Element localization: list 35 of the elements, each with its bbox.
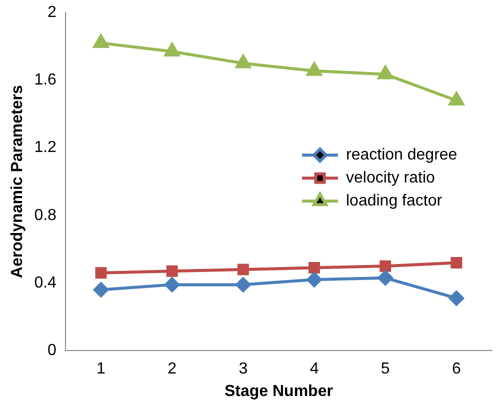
point [164,277,180,292]
point [236,277,251,292]
point [95,267,107,279]
y-tick-label: 1.2 [34,139,57,156]
point [306,62,322,76]
y-tick-label: 0.8 [34,206,57,224]
y-tick-label: 0 [48,342,57,360]
x-tick-label: 5 [380,360,390,378]
x-axis-title: Stage Number [224,382,333,400]
x-tick-label: 1 [96,360,106,378]
x-tick-label: 4 [310,360,319,378]
point [308,262,320,274]
point [93,282,108,298]
point [164,42,180,56]
point [450,256,462,268]
y-tick-label: 2 [48,4,57,22]
point [236,54,251,68]
point [93,34,109,48]
point [378,270,393,286]
point [237,264,249,276]
point [380,260,392,272]
point [378,66,393,80]
point [306,272,322,288]
point [448,290,464,306]
point [448,92,464,106]
y-axis-title: Aerodynamic Parameters [9,85,26,278]
point [166,265,178,277]
x-tick-label: 3 [238,360,248,378]
legend-label: loading factor [346,192,443,210]
x-tick-label: 2 [168,360,177,378]
x-tick-label: 6 [452,360,461,378]
legend-label: velocity ratio [346,170,436,187]
y-tick-label: 1.6 [34,72,57,89]
legend-label: reaction degree [346,146,458,164]
y-tick-label: 0.4 [34,274,57,292]
